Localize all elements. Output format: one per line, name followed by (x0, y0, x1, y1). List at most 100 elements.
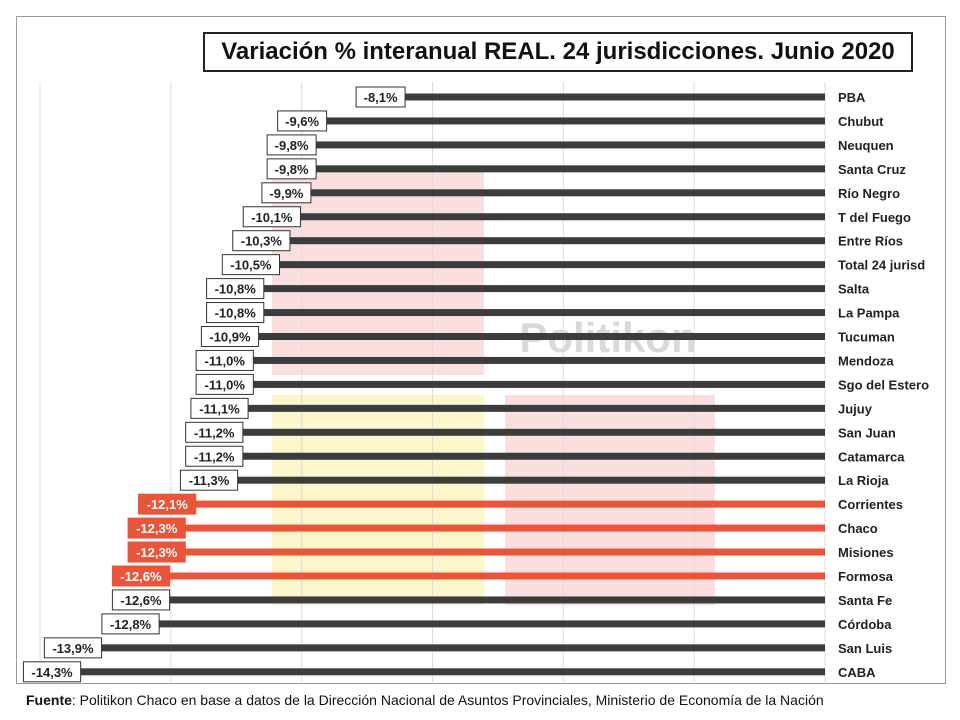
category-label: Tucuman (838, 330, 895, 345)
bar (238, 428, 825, 436)
data-label: -10,1% (251, 210, 293, 225)
data-label-box (195, 349, 254, 371)
data-label: -12,1% (147, 497, 189, 512)
data-label: -12,6% (120, 593, 162, 608)
data-label-box (185, 421, 244, 443)
bar (181, 524, 826, 532)
data-label-box (179, 469, 239, 491)
category-label: Jujuy (838, 401, 873, 416)
bar (306, 189, 825, 197)
data-label: -10,8% (215, 306, 257, 321)
data-label: -10,9% (209, 330, 251, 345)
data-label-box (101, 613, 160, 635)
source-text: : Politikon Chaco en base a datos de la … (71, 692, 824, 708)
category-label: Río Negro (838, 186, 900, 201)
category-label: Salta (838, 282, 870, 297)
source-footer: Fuente: Politikon Chaco en base a datos … (26, 692, 824, 708)
data-label-box (242, 206, 301, 228)
bar (254, 333, 826, 340)
data-label-box (43, 637, 103, 659)
bar (312, 141, 826, 149)
category-label: La Rioja (838, 473, 889, 488)
category-label: Mendoza (838, 353, 894, 368)
data-label: -10,3% (241, 234, 283, 249)
bar (296, 213, 825, 221)
data-label: -13,9% (52, 641, 94, 656)
bar (238, 452, 825, 460)
bar (322, 117, 825, 125)
data-label: -8,1% (364, 90, 398, 105)
bar (165, 572, 826, 580)
data-label: -10,8% (215, 282, 257, 297)
data-label-box (355, 86, 406, 108)
data-label: -11,3% (189, 473, 230, 488)
bar (191, 500, 825, 508)
bar (259, 309, 825, 317)
category-label: Chaco (838, 521, 878, 536)
data-label-box (111, 589, 171, 611)
bar (312, 165, 826, 173)
bar (97, 644, 826, 652)
category-label: La Pampa (838, 306, 900, 321)
category-label: Santa Cruz (838, 162, 906, 177)
bar (259, 285, 825, 293)
data-label-box (185, 445, 244, 467)
category-label: Total 24 jurisd (838, 258, 925, 273)
source-label: Fuente (26, 692, 72, 708)
data-label-box (190, 397, 249, 419)
data-label-box (221, 254, 281, 276)
data-label: -11,0% (204, 353, 245, 368)
category-label: Corrientes (838, 497, 903, 512)
bar (155, 620, 826, 628)
data-label-box (277, 110, 328, 132)
bar (181, 548, 826, 556)
category-label: CABA (838, 665, 876, 680)
data-label: -9,8% (275, 162, 309, 177)
category-label: San Luis (838, 641, 892, 656)
category-label: Neuquen (838, 138, 894, 153)
bar (165, 596, 826, 604)
category-label: Córdoba (838, 617, 892, 632)
data-label: -9,9% (269, 186, 303, 201)
category-label: Chubut (838, 114, 884, 129)
data-label-box (200, 326, 260, 347)
data-label-box (22, 661, 82, 683)
data-label-box (206, 302, 265, 324)
category-label: Misiones (838, 545, 894, 560)
category-label: Formosa (838, 569, 894, 584)
bar (233, 476, 826, 484)
bar (76, 668, 826, 676)
category-label: Catamarca (838, 449, 905, 464)
data-label: -14,3% (31, 665, 73, 680)
data-label: -12,3% (136, 545, 178, 560)
data-label: -11,2% (194, 449, 235, 464)
bar (244, 404, 826, 412)
category-label: Sgo del Estero (838, 377, 929, 392)
data-label-box (127, 541, 186, 563)
data-label: -11,2% (194, 425, 235, 440)
data-label-box (206, 278, 265, 300)
data-label: -11,1% (199, 401, 240, 416)
data-label-box (138, 493, 197, 515)
chart-title: Variación % interanual REAL. 24 jurisdic… (221, 38, 895, 65)
category-label: San Juan (838, 425, 896, 440)
data-label-box (111, 565, 171, 587)
data-label-box (261, 182, 312, 204)
data-label: -10,5% (230, 258, 272, 273)
data-label-box (266, 134, 317, 156)
bar (285, 237, 825, 245)
bar (249, 380, 826, 388)
data-label: -9,8% (275, 138, 309, 153)
category-label: T del Fuego (838, 210, 911, 225)
chart-title-box: Variación % interanual REAL. 24 jurisdic… (203, 32, 913, 72)
data-label-box (127, 517, 186, 539)
chart-frame (16, 16, 946, 684)
data-label-box (232, 230, 291, 252)
bar (249, 356, 826, 364)
category-label: Entre Ríos (838, 234, 903, 249)
data-label: -12,8% (110, 617, 152, 632)
category-label: PBA (838, 90, 866, 105)
data-label: -12,3% (136, 521, 178, 536)
bar (401, 93, 825, 101)
